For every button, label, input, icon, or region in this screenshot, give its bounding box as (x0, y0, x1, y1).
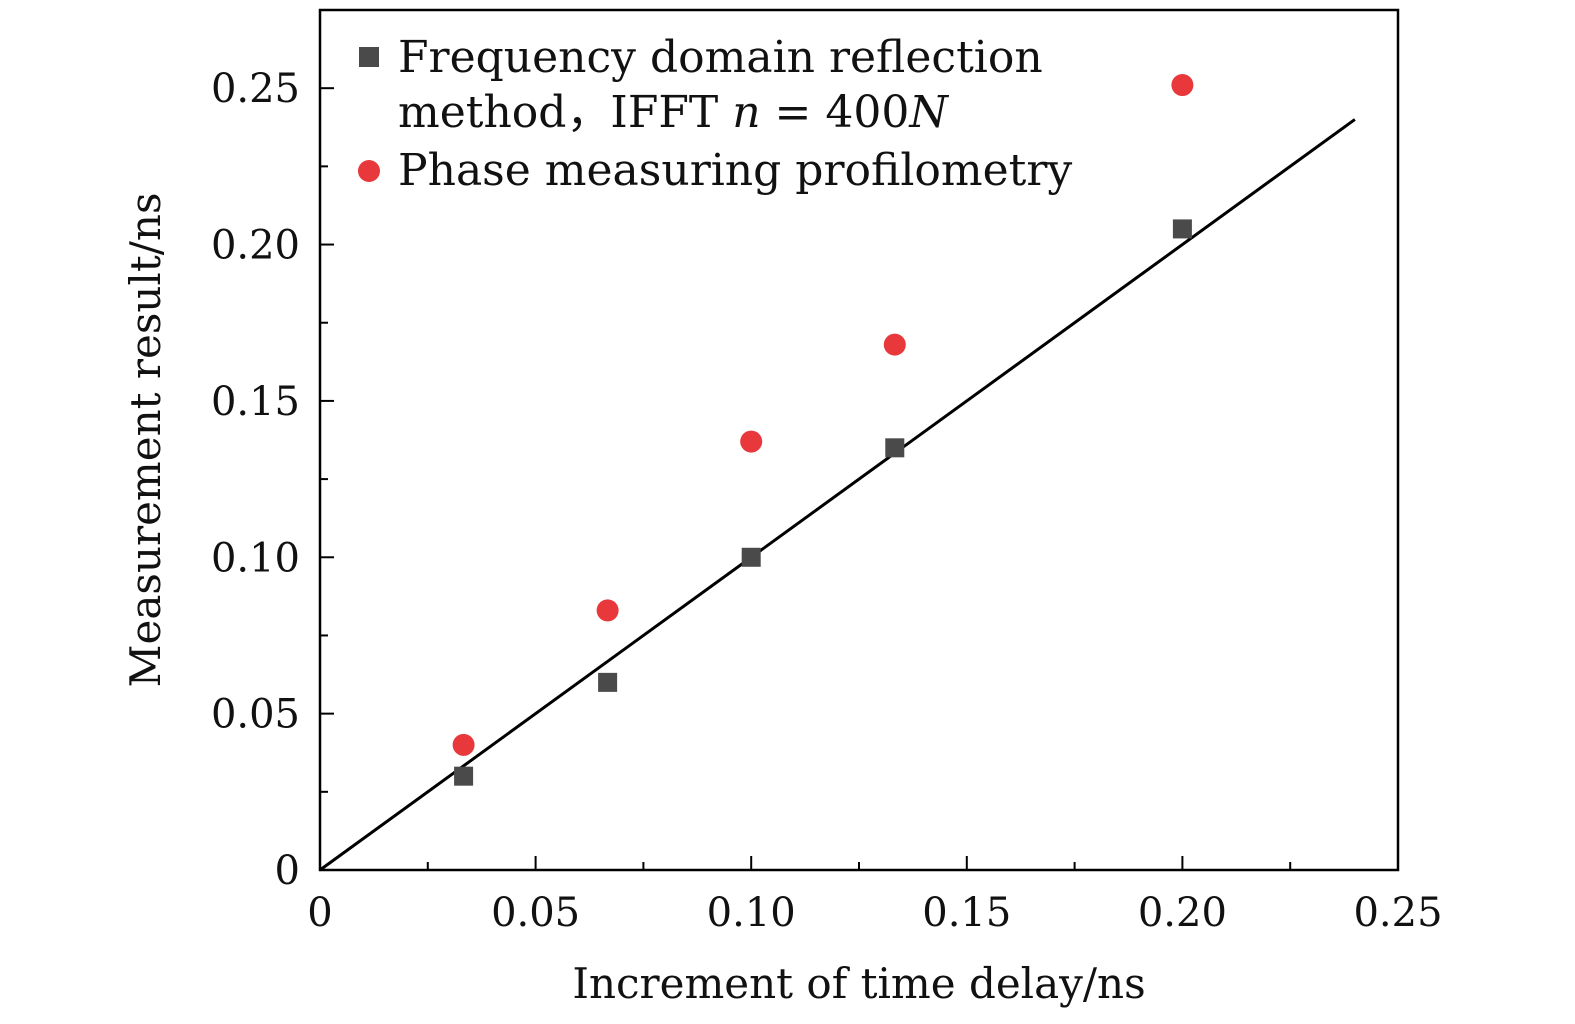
legend-label-series-1-var-N: N (908, 87, 949, 138)
data-point-circle (452, 733, 475, 756)
data-point-circle (740, 430, 763, 453)
y-tick-label: 0.25 (211, 66, 300, 112)
data-point-square (598, 672, 618, 692)
reference-line (319, 118, 1356, 872)
data-point-square (1172, 219, 1192, 239)
legend-label-series-1-line2: method，IFFT n = 400N (398, 87, 949, 138)
x-tick-label: 0.05 (491, 890, 580, 936)
y-tick-label: 0.15 (211, 379, 300, 425)
y-tick-labels: 0 0.05 0.10 0.15 0.20 0.25 (211, 66, 300, 894)
data-point-square (454, 766, 474, 786)
x-tick-label: 0.10 (707, 890, 796, 936)
legend-label-series-1-eq: = 400 (761, 87, 910, 138)
x-tick-labels: 0 0.05 0.10 0.15 0.20 0.25 (307, 890, 1442, 936)
x-tick-label: 0.20 (1138, 890, 1227, 936)
legend: Frequency domain reflection method，IFFT … (358, 32, 1072, 196)
legend-marker-circle (358, 160, 380, 182)
y-tick-label: 0.10 (211, 535, 300, 581)
legend-label-series-1-var-n: n (732, 87, 760, 138)
data-point-square (741, 547, 761, 567)
y-axis-title: Measurement result/ns (121, 193, 170, 688)
data-point-circle (1171, 74, 1194, 97)
axis-ticks (319, 9, 1399, 871)
data-point-circle (596, 599, 619, 622)
data-point-square (885, 438, 905, 458)
legend-marker-square (359, 47, 379, 67)
data-point-circle (883, 333, 906, 356)
y-tick-label: 0.20 (211, 223, 300, 269)
x-tick-label: 0.25 (1353, 890, 1442, 936)
legend-label-series-1-text: method，IFFT (398, 87, 732, 138)
x-tick-label: 0 (307, 890, 332, 936)
x-axis-title: Increment of time delay/ns (572, 959, 1145, 1008)
x-tick-label: 0.15 (922, 890, 1011, 936)
y-tick-label: 0.05 (211, 692, 300, 738)
y-tick-label: 0 (275, 848, 300, 894)
legend-label-series-1-line1: Frequency domain reflection (398, 32, 1043, 83)
plot-frame (318, 8, 1400, 872)
legend-label-series-2: Phase measuring profilometry (398, 145, 1072, 196)
data-points (452, 74, 1194, 786)
